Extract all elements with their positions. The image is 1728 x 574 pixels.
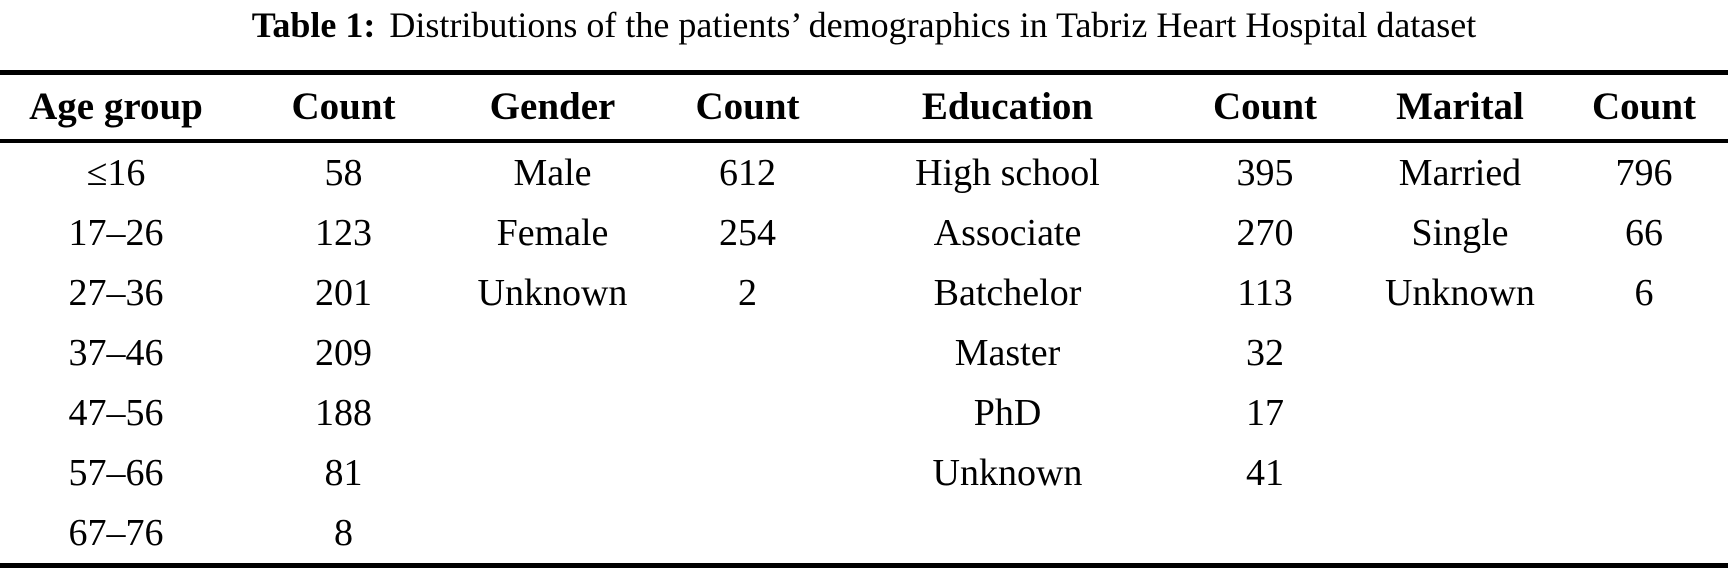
table-row: 27–36 201 Unknown 2 Batchelor 113 Unknown 6: [0, 263, 1728, 323]
table-cell: [650, 383, 845, 443]
col-header-education-count: Count: [1212, 84, 1318, 128]
demographics-table: Age group Count Gender Count Education C…: [0, 69, 1728, 568]
table-cell: Master: [954, 331, 1061, 374]
col-header-age-group: Age group: [29, 84, 203, 128]
col-header-age-count: Count: [291, 84, 396, 128]
table-cell: 113: [1237, 271, 1293, 314]
table-cell: 796: [1615, 151, 1673, 194]
table-caption: Table 1: Distributions of the patients’ d…: [0, 0, 1728, 46]
table-row: 17–26 123 Female 254 Associate 270 Single 66: [0, 203, 1728, 263]
header-row: Age group Count Gender Count Education C…: [0, 72, 1728, 141]
table-cell: 8: [334, 511, 353, 554]
table-cell: Unknown: [932, 451, 1083, 494]
table-row: 37–46 209 Master 32: [0, 323, 1728, 383]
table-row: 57–66 81 Unknown 41: [0, 443, 1728, 503]
table-cell: 2: [738, 271, 757, 314]
table-cell: 47–56: [68, 391, 164, 434]
table-cell: 188: [315, 391, 372, 434]
table-cell: [1560, 323, 1728, 383]
table-cell: [1360, 443, 1560, 503]
table-cell: Male: [513, 151, 592, 194]
table-cell: PhD: [973, 391, 1042, 434]
table-cell: Married: [1398, 151, 1522, 194]
table-cell: [650, 443, 845, 503]
table-cell: 201: [315, 271, 372, 314]
table-cell: 6: [1634, 271, 1654, 314]
table-cell: Unknown: [1385, 271, 1535, 314]
table-row: ≤16 58 Male 612 High school 395 Married 796: [0, 141, 1728, 203]
table-cell: 41: [1246, 451, 1284, 494]
table-cell: [455, 323, 650, 383]
table-cell: Unknown: [477, 271, 628, 314]
table-cell: 37–46: [68, 331, 164, 374]
table-cell: Batchelor: [933, 271, 1082, 314]
table-caption-label: Table 1:: [251, 5, 376, 45]
table-cell: 67–76: [68, 511, 164, 554]
table-cell: 81: [324, 451, 363, 494]
table-cell: [845, 503, 1170, 566]
table-cell: [650, 503, 845, 566]
table-cell: [1560, 503, 1728, 566]
col-header-education: Education: [921, 84, 1094, 128]
table-cell: 32: [1246, 331, 1284, 374]
col-header-marital: Marital: [1396, 84, 1524, 128]
table-cell: 123: [315, 211, 372, 254]
table-cell: 395: [1236, 151, 1294, 194]
table-cell: [455, 443, 650, 503]
col-header-gender: Gender: [489, 84, 616, 128]
table-cell: [1360, 383, 1560, 443]
table-cell: [1560, 443, 1728, 503]
table-cell: Single: [1411, 211, 1509, 254]
table-cell: 27–36: [68, 271, 164, 314]
table-row: 67–76 8: [0, 503, 1728, 566]
table-cell: 254: [719, 211, 776, 254]
table-cell: 612: [719, 151, 776, 194]
table-caption-text: Distributions of the patients’ demograph…: [389, 5, 1477, 45]
table-cell: 17: [1246, 391, 1284, 434]
table-cell: Associate: [933, 211, 1082, 254]
table-cell: [455, 383, 650, 443]
table-cell: [455, 503, 650, 566]
table-cell: ≤16: [86, 151, 146, 194]
table-cell: [1170, 503, 1360, 566]
table-cell: [1360, 503, 1560, 566]
table-cell: [1360, 323, 1560, 383]
table-cell: 66: [1625, 211, 1663, 254]
table-cell: [650, 323, 845, 383]
table-cell: High school: [915, 151, 1100, 194]
table-cell: 17–26: [68, 211, 164, 254]
col-header-marital-count: Count: [1591, 84, 1697, 128]
table-cell: Female: [496, 211, 609, 254]
table-row: 47–56 188 PhD 17: [0, 383, 1728, 443]
table-cell: [1560, 383, 1728, 443]
table-body: ≤16 58 Male 612 High school 395 Married 796 17–2…: [0, 141, 1728, 566]
table-cell: 270: [1236, 211, 1294, 254]
table-cell: 57–66: [68, 451, 164, 494]
table-cell: 209: [315, 331, 372, 374]
col-header-gender-count: Count: [695, 84, 800, 128]
table-cell: 58: [324, 151, 363, 194]
